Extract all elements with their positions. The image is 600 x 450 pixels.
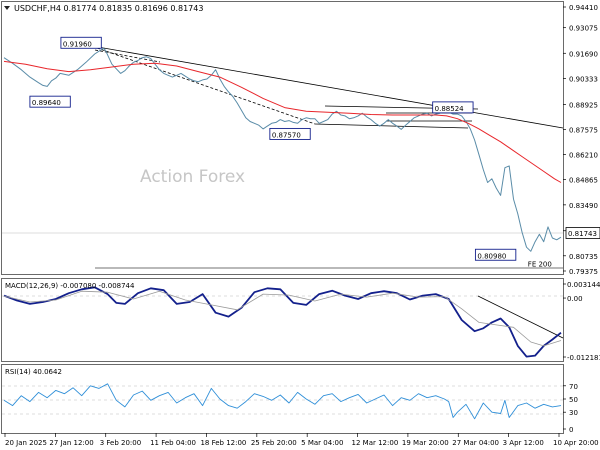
x-axis-label: 5 Mar 04:00: [301, 439, 343, 447]
annotation-label: 0.80980: [477, 252, 506, 260]
x-axis-label: 10 Apr 20:00: [553, 439, 599, 447]
price-axis-label: 0.80735: [569, 253, 598, 261]
x-axis-label: 27 Jan 12:00: [49, 439, 93, 447]
price-axis-label: 0.94410: [569, 4, 598, 12]
rsi-axis-label: 70: [569, 383, 578, 391]
price-axis-label: 0.93075: [569, 25, 598, 33]
annotation-box: [269, 127, 311, 140]
annotations: 0.91960 0.89640 0.87570 0.88524 0.80980 FE 20…: [29, 36, 552, 269]
rsi-title: RSI(14) 40.0642: [5, 368, 62, 376]
rsi-axis-label: 30: [569, 409, 578, 417]
rsi-axis: 70 50 30 0: [563, 383, 578, 434]
annotation-box: [432, 101, 474, 114]
annotation-box: [29, 95, 71, 108]
macd-trendline[interactable]: [477, 295, 564, 339]
macd-axis-label: 0.003144: [567, 281, 600, 289]
price-series-line[interactable]: [3, 47, 562, 252]
rsi-series-line[interactable]: [3, 383, 562, 420]
x-axis-label: 20 Jan 2025: [5, 439, 47, 447]
x-axis-label: 25 Feb 20:00: [251, 439, 297, 447]
annotation-label: 0.89640: [32, 99, 61, 107]
rsi-axis-label: 50: [569, 396, 578, 404]
annotation-label: 0.87570: [272, 131, 301, 139]
current-price-tag: 0.81743: [565, 227, 600, 239]
price-axis-label: 0.87575: [569, 126, 598, 134]
annotation-label: 0.91960: [63, 40, 92, 48]
support-line[interactable]: [314, 123, 469, 129]
price-axis-label: 0.83490: [569, 202, 598, 210]
symbol-quote-label: USDCHF,H4 0.81774 0.81835 0.81696 0.8174…: [14, 4, 203, 13]
x-axis-label: 18 Feb 12:00: [200, 439, 246, 447]
lower-dashed-trendline[interactable]: [96, 47, 316, 125]
ma-series-line[interactable]: [3, 60, 562, 183]
x-axis-label: 12 Mar 12:00: [352, 439, 399, 447]
x-axis-label: 19 Mar 20:00: [402, 439, 449, 447]
macd-axis: 0.003144 0.00 -0.012181: [563, 281, 600, 362]
rsi-axis-label: 0: [569, 426, 573, 434]
price-axis-label: 0.79375: [569, 268, 598, 276]
x-axis: 20 Jan 2025 27 Jan 12:00 3 Feb 20:00 11 Feb…: [4, 433, 599, 447]
price-axis-label: 0.91690: [569, 50, 598, 58]
x-axis-label: 3 Apr 12:00: [503, 439, 544, 447]
collapse-triangle-icon[interactable]: [4, 6, 10, 10]
signal-series-line[interactable]: [3, 290, 562, 347]
macd-axis-label: -0.012181: [567, 354, 600, 362]
annotation-label: 0.88524: [435, 105, 464, 113]
macd-series-line[interactable]: [3, 286, 562, 358]
rsi-panel[interactable]: [1, 364, 564, 434]
upper-trendline[interactable]: [91, 45, 564, 129]
x-axis-label: 11 Feb 04:00: [150, 439, 196, 447]
price-axis-label: 0.86210: [569, 152, 598, 160]
macd-axis-label: 0.00: [567, 295, 583, 303]
macd-title: MACD(12,26,9) -0.007080 -0.008744: [5, 282, 135, 290]
symbol-header: USDCHF,H4 0.81774 0.81835 0.81696 0.8174…: [4, 4, 203, 13]
price-axis-label: 0.88925: [569, 101, 598, 109]
annotation-label: FE 200: [528, 261, 552, 269]
watermark: Action Forex: [140, 167, 245, 187]
price-axis-label: 0.84865: [569, 176, 598, 184]
x-axis-label: 3 Feb 20:00: [100, 439, 141, 447]
price-axis-label: 0.90333: [569, 75, 598, 83]
annotation-box: [474, 248, 517, 261]
annotation-box: [60, 36, 102, 49]
current-price-label: 0.81743: [568, 230, 597, 238]
series-layer: [3, 47, 562, 420]
x-axis-label: 27 Mar 04:00: [452, 439, 499, 447]
